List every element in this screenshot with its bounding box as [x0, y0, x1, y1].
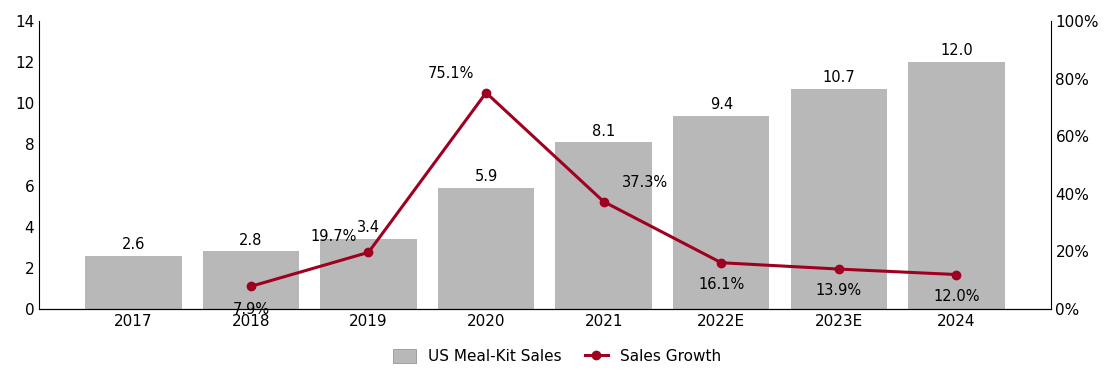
Line: Sales Growth: Sales Growth	[246, 88, 960, 291]
Sales Growth	[714, 260, 727, 265]
Sales Growth	[832, 267, 846, 271]
Text: 10.7: 10.7	[822, 70, 856, 85]
Text: 37.3%: 37.3%	[622, 175, 668, 190]
Bar	[85, 256, 182, 309]
Bar	[791, 89, 887, 309]
Text: 2.8: 2.8	[240, 233, 263, 248]
Text: 12.0: 12.0	[940, 43, 973, 59]
Sales Growth	[244, 284, 257, 289]
Bar	[203, 251, 299, 309]
Sales Growth	[479, 90, 492, 95]
Sales Growth	[362, 250, 375, 255]
Sales Growth	[597, 199, 610, 204]
Text: 3.4: 3.4	[356, 220, 380, 235]
Sales Growth	[950, 272, 964, 277]
Text: 16.1%: 16.1%	[698, 277, 744, 292]
Bar	[438, 188, 535, 309]
Bar	[556, 143, 652, 309]
Bar	[908, 62, 1005, 309]
Legend: US Meal-Kit Sales, Sales Growth: US Meal-Kit Sales, Sales Growth	[387, 343, 727, 370]
Bar	[320, 239, 417, 309]
Text: 5.9: 5.9	[475, 169, 498, 184]
Text: 2.6: 2.6	[121, 237, 145, 252]
Text: 9.4: 9.4	[710, 97, 733, 112]
Text: 19.7%: 19.7%	[310, 229, 356, 244]
Text: 8.1: 8.1	[592, 124, 615, 139]
Text: 75.1%: 75.1%	[428, 66, 473, 81]
Bar	[673, 116, 770, 309]
Text: 7.9%: 7.9%	[233, 302, 270, 317]
Text: 13.9%: 13.9%	[815, 284, 862, 299]
Text: 12.0%: 12.0%	[934, 289, 979, 304]
